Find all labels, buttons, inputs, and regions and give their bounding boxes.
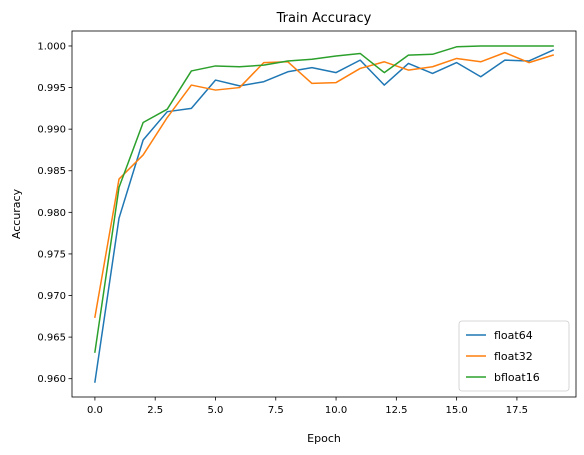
y-tick-label: 0.985 (37, 166, 66, 177)
x-tick-label: 7.5 (268, 405, 284, 416)
x-axis-label: Epoch (307, 432, 341, 445)
legend-entry-float32: float32 (494, 350, 533, 363)
y-tick-label: 0.980 (37, 208, 66, 219)
x-tick-label: 15.0 (445, 405, 467, 416)
legend-entry-bfloat16: bfloat16 (494, 371, 540, 384)
x-tick-label: 2.5 (147, 405, 163, 416)
x-tick-label: 10.0 (325, 405, 347, 416)
y-axis: 0.960 0.965 0.970 0.975 0.980 0.985 0.990 0.995… (37, 41, 72, 385)
y-axis-label: Accuracy (10, 188, 23, 239)
legend-entry-float64: float64 (494, 329, 533, 342)
chart-title: Train Accuracy (276, 11, 372, 26)
x-axis: 0.0 2.5 5.0 7.5 10.0 12.5 15.0 17.5 (87, 397, 528, 416)
y-tick-label: 1.000 (37, 41, 66, 52)
y-tick-label: 0.995 (37, 83, 66, 94)
y-tick-label: 0.975 (37, 249, 66, 260)
x-tick-label: 5.0 (208, 405, 224, 416)
y-tick-label: 0.990 (37, 125, 66, 136)
axes-frame (71, 30, 577, 398)
x-tick-label: 0.0 (87, 405, 103, 416)
series-line-float32 (94, 51, 555, 319)
series-line-bfloat16 (94, 45, 554, 353)
legend: float64 float32 bfloat16 (458, 320, 570, 392)
y-tick-label: 0.970 (37, 291, 66, 302)
plot-area (94, 45, 555, 383)
legend-box (458, 320, 570, 392)
y-tick-label: 0.965 (37, 333, 66, 344)
x-tick-label: 12.5 (385, 405, 407, 416)
y-tick-label: 0.960 (37, 374, 66, 385)
x-tick-label: 17.5 (506, 405, 528, 416)
